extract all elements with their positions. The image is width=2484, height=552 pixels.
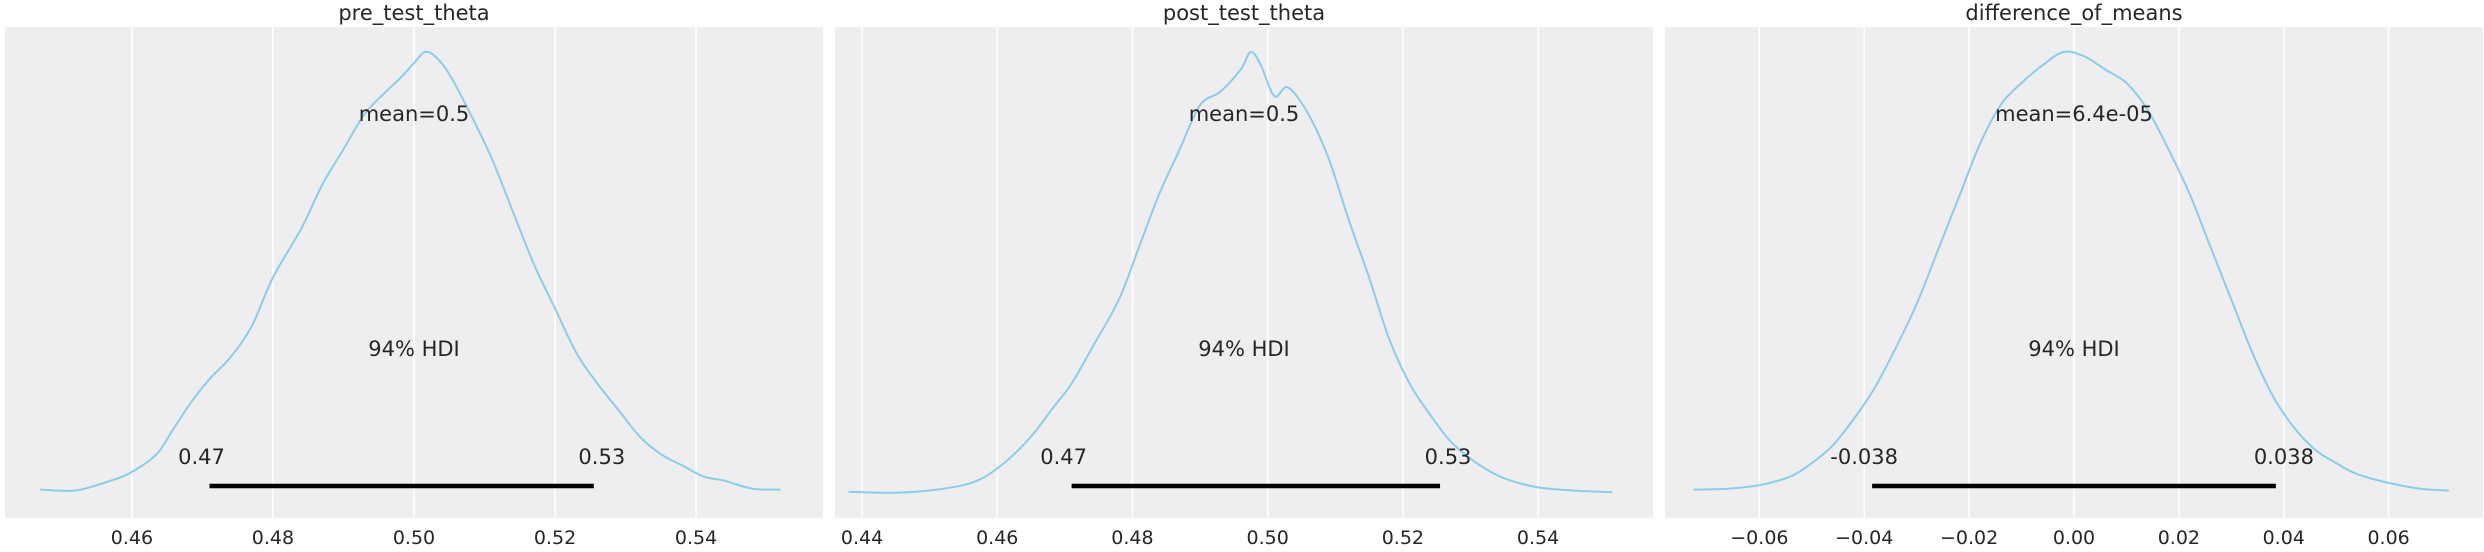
- x-tick-label: 0.48: [252, 527, 294, 549]
- density-curve: [848, 50, 1613, 494]
- hdi-label: 94% HDI: [2028, 337, 2120, 361]
- x-tick-label: 0.52: [534, 527, 576, 549]
- x-tick-label: −0.04: [1835, 527, 1893, 549]
- x-tick-label: 0.06: [2367, 527, 2409, 549]
- hdi-low-label: 0.47: [1040, 445, 1087, 469]
- x-tick-label: 0.02: [2158, 527, 2200, 549]
- plot-background: [835, 27, 1653, 518]
- mean-label: mean=0.5: [1189, 102, 1300, 126]
- mean-label: mean=0.5: [359, 102, 470, 126]
- x-tick-label: 0.52: [1382, 527, 1424, 549]
- hdi-label: 94% HDI: [368, 337, 460, 361]
- panel-2: post_test_theta 0.44 0.46 0.48 0.50 0.52 0.54 m…: [835, 1, 1653, 549]
- x-tick-label: 0.00: [2053, 527, 2095, 549]
- mean-label: mean=6.4e-05: [1995, 102, 2153, 126]
- hdi-high-label: 0.038: [2254, 445, 2314, 469]
- x-tick-label: −0.02: [1940, 527, 1998, 549]
- x-tick-label: 0.48: [1111, 527, 1153, 549]
- panel-title: post_test_theta: [1163, 1, 1325, 26]
- x-tick-label: 0.46: [976, 527, 1018, 549]
- x-tick-label: 0.04: [2263, 527, 2305, 549]
- x-tick-label: 0.46: [111, 527, 153, 549]
- hdi-low-label: 0.47: [178, 445, 225, 469]
- density-curve: [1693, 50, 2449, 492]
- x-tick-label: −0.06: [1730, 527, 1788, 549]
- x-tick-label: 0.54: [1517, 527, 1559, 549]
- hdi-high-label: 0.53: [1425, 445, 1472, 469]
- hdi-low-label: -0.038: [1830, 445, 1898, 469]
- panel-1: pre_test_theta 0.46 0.48 0.50 0.52 0.54 mean=0…: [5, 1, 823, 549]
- hdi-label: 94% HDI: [1198, 337, 1290, 361]
- x-tick-label: 0.54: [675, 527, 717, 549]
- hdi-high-label: 0.53: [578, 445, 625, 469]
- panel-title: difference_of_means: [1965, 1, 2182, 26]
- x-tick-label: 0.44: [841, 527, 883, 549]
- panel-3: difference_of_means −0.06 −0.04 −0.02 0.00 0.…: [1665, 1, 2483, 549]
- panel-title: pre_test_theta: [338, 1, 489, 26]
- x-tick-label: 0.50: [393, 527, 435, 549]
- density-curve: [40, 50, 781, 492]
- x-tick-label: 0.50: [1247, 527, 1289, 549]
